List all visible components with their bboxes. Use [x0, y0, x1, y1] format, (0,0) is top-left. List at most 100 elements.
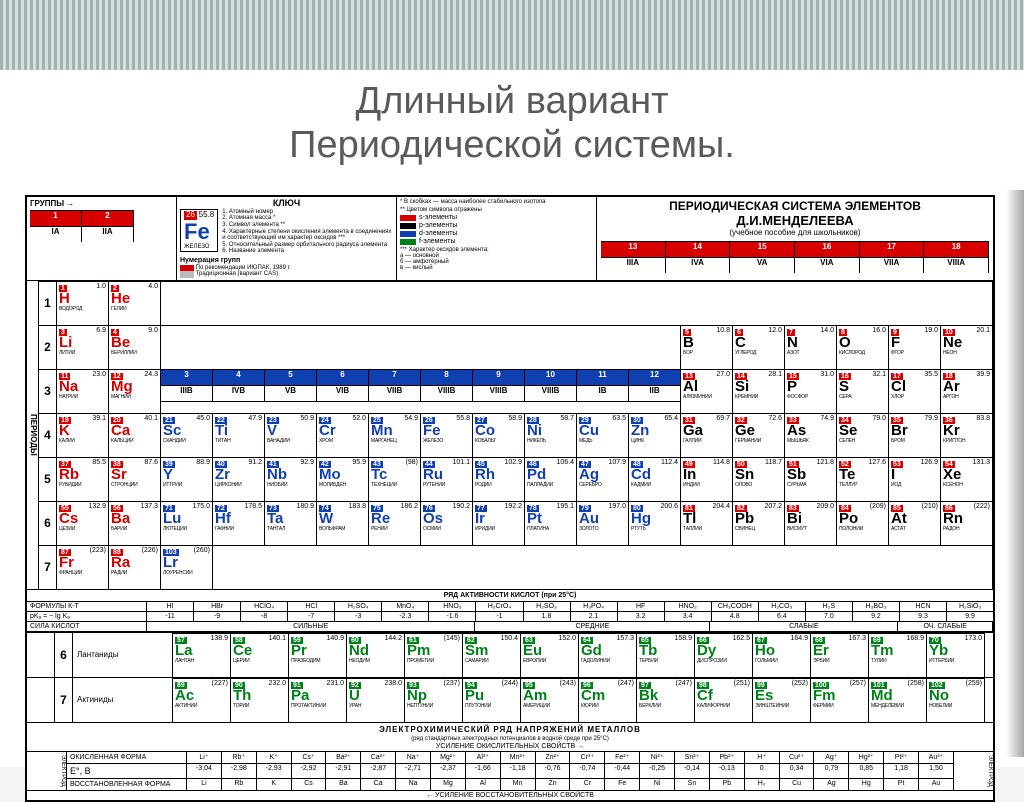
pot-e0: -0,76 [536, 764, 571, 778]
element-Ti: 22 47.9 Ti ТИТАН [213, 413, 265, 457]
group-cas-8: VIIIB [421, 385, 473, 401]
element-symbol: Mg [111, 380, 158, 394]
gc-1: IA [30, 226, 82, 242]
pot-oxidized: Fe²⁺ [605, 752, 640, 763]
atomic-mass: 6.9 [96, 327, 106, 334]
pot-reduced: K [257, 779, 292, 790]
element-name: ТАЛЛИЙ [683, 526, 730, 532]
atomic-mass: 88.9 [196, 459, 210, 466]
element-Fe: 26 55.8 Fe ЖЕЛЕЗО [421, 413, 473, 457]
pot-reduced: Cs [292, 779, 327, 790]
atomic-mass: 23.0 [92, 371, 106, 378]
element-Am: 95(243)AmАМЕРИЦИЙ [521, 678, 579, 722]
atomic-mass: 207.2 [764, 503, 782, 510]
legend-d: d-элементы [419, 230, 457, 237]
group-iupac-10: 10 [525, 369, 577, 385]
pot-e0: -0,74 [570, 764, 605, 778]
element-Lu: 71 175.0 Lu ЛЮТЕЦИЙ [161, 501, 213, 545]
atomic-mass: 132.9 [88, 503, 106, 510]
pot-e0: 1,18 [884, 764, 919, 778]
element-Si: 14 28.1 Si КРЕМНИЙ [733, 369, 785, 413]
element-B: 5 10.8 B БОР [681, 325, 733, 369]
element-name: ЛОУРЕНСИЙ [163, 570, 210, 576]
element-As: 33 74.9 As МЫШЬЯК [785, 413, 837, 457]
element-Ac: 89(227)AcАКТИНИЙ [173, 678, 231, 722]
element-name: НАТРИЙ [59, 394, 106, 400]
acid-formula: H₂SO₃ [524, 602, 571, 611]
element-Be: 4 9.0 Be БЕРИЛЛИЙ [109, 325, 161, 369]
groups-label: ГРУППЫ → [30, 199, 173, 208]
atomic-mass: 55.8 [456, 415, 470, 422]
period-row-7: 7 87 (223) Fr ФРАНЦИЙ 88 (226) Ra РАДИЙ … [39, 545, 993, 589]
element-name: ГЕЛИЙ [111, 306, 158, 312]
element-W: 74 183.8 W ВОЛЬФРАМ [317, 501, 369, 545]
element-Yb: 70173.0YbИТТЕРБИЙ [927, 633, 985, 677]
acid-row1-label: ФОРМУЛЫ К-Т [27, 602, 147, 611]
element-symbol: Cd [631, 468, 678, 482]
element-symbol: In [683, 468, 730, 482]
pot-oxidized: Ni²⁺ [640, 752, 675, 763]
pot-oxidized: Cu²⁺ [780, 752, 815, 763]
atomic-mass: (260) [194, 547, 210, 554]
pot-e0: -0,14 [675, 764, 710, 778]
group-cas-16: VIA [795, 257, 860, 273]
element-symbol: Au [579, 512, 626, 526]
element-symbol: K [59, 424, 106, 438]
element-symbol: Ta [267, 512, 314, 526]
element-symbol: Al [683, 380, 730, 394]
numbering-iupac: По рекомендации ИЮПАК, 1989 г. [196, 265, 291, 271]
electrode-label-right: ЭЛЕКТРОД [953, 752, 993, 790]
atomic-mass: 127.6 [868, 459, 886, 466]
element-Ca: 20 40.1 Ca КАЛЬЦИЙ [109, 413, 161, 457]
element-name: НЕОН [943, 350, 990, 356]
element-symbol: Re [371, 512, 418, 526]
main-grid: ПЕРИОДЫ 1 1 1.0 H ВОДОРОД 2 4.0 He ГЕЛИЙ… [27, 281, 993, 589]
swatch-f [400, 239, 416, 245]
element-name: ГЕРМАНИЙ [735, 438, 782, 444]
numbering-cas: Традиционная (вариант CAS) [196, 271, 278, 277]
element-Sn: 50 118.7 Sn ОЛОВО [733, 457, 785, 501]
pot-reduced: Al [466, 779, 501, 790]
legend-s: s-элементы [419, 214, 457, 221]
element-name: БАРИЙ [111, 526, 158, 532]
element-Rb: 37 85.5 Rb РУБИДИЙ [57, 457, 109, 501]
element-symbol: W [319, 512, 366, 526]
pot-e0: 0,79 [814, 764, 849, 778]
element-Al: 13 27.0 Al АЛЮМИНИЙ [681, 369, 733, 413]
group-iupac-16: 16 [795, 241, 860, 257]
element-symbol: Tl [683, 512, 730, 526]
element-symbol: Te [839, 468, 886, 482]
element-C: 6 12.0 C УГЛЕРОД [733, 325, 785, 369]
period-number: 5 [39, 457, 57, 501]
element-Ho: 67164.9HoГОЛЬМИЙ [753, 633, 811, 677]
pot-oxidized: Al³⁺ [466, 752, 501, 763]
element-Fr: 87 (223) Fr ФРАНЦИЙ [57, 545, 109, 589]
element-Li: 3 6.9 Li ЛИТИЙ [57, 325, 109, 369]
atomic-mass: 32.1 [872, 371, 886, 378]
fe-sym: Fe [184, 220, 214, 244]
element-K: 19 39.1 K КАЛИЙ [57, 413, 109, 457]
atomic-mass: 74.9 [820, 415, 834, 422]
element-name: ЖЕЛЕЗО [423, 438, 470, 444]
lan-period-6: 6 [55, 633, 73, 677]
main-subtitle: (учебное пособие для школьников) [601, 228, 989, 237]
element-symbol: Ru [423, 468, 470, 482]
element-Rn: 86 (222) Rn РАДОН [941, 501, 993, 545]
element-symbol: I [891, 468, 938, 482]
element-Re: 75 186.2 Re РЕНИЙ [369, 501, 421, 545]
element-symbol: Sb [787, 468, 834, 482]
acid-formula: HCl [288, 602, 335, 611]
period-row-5: 5 37 85.5 Rb РУБИДИЙ 38 87.6 Sr СТРОНЦИЙ… [39, 457, 993, 501]
element-Th: 90232.0ThТОРИЙ [231, 678, 289, 722]
pot-e0: -1,66 [466, 764, 501, 778]
acid-pka: 7.0 [806, 612, 853, 621]
element-He: 2 4.0 He ГЕЛИЙ [109, 281, 161, 325]
key-2: 2. Атомная масса * [222, 215, 393, 222]
title-line-1: Длинный вариант [356, 80, 669, 122]
pot-oxidized: Pt²⁺ [884, 752, 919, 763]
atomic-mass: 1.0 [96, 283, 106, 290]
element-Sb: 51 121.8 Sb СУРЬМА [785, 457, 837, 501]
element-name: РАДОН [943, 526, 990, 532]
pot-e0: -1,18 [501, 764, 536, 778]
element-name: ФОСФОР [787, 394, 834, 400]
